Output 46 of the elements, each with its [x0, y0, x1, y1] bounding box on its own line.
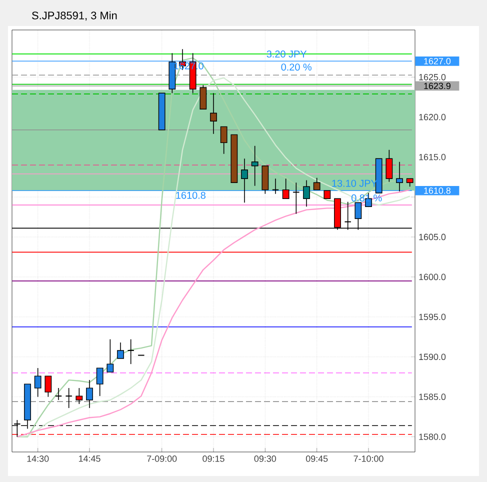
candlestick: [106, 338, 114, 372]
annotation: 1610.8: [176, 192, 206, 199]
y-tick-label: 1595.0: [419, 314, 446, 320]
candlestick: [44, 376, 52, 398]
candlestick: [272, 178, 280, 194]
y-tick-label: 1580.0: [419, 434, 446, 440]
candlestick: [210, 92, 217, 134]
candlestick: [396, 161, 403, 192]
candlestick: [127, 338, 134, 364]
candlestick: [313, 177, 320, 190]
candlestick: [96, 368, 104, 396]
y-tick-label: 1625.0: [419, 74, 446, 80]
x-tick-label: 09:15: [202, 456, 224, 462]
candlestick: [303, 180, 310, 208]
candlestick: [220, 126, 228, 154]
candlestick: [86, 380, 93, 408]
candlestick: [200, 84, 207, 110]
candlestick: [386, 149, 393, 182]
ref-line-label: 1610.8: [424, 187, 451, 194]
y-tick-label: 1615.0: [419, 154, 446, 160]
x-tick-label: 14:30: [27, 456, 49, 462]
ref-line-label: 1627.0: [424, 58, 451, 64]
candlestick: [292, 182, 300, 214]
ref-line-label: 1623.9: [424, 82, 450, 90]
candlestick: [76, 388, 83, 404]
candlestick: [241, 158, 248, 204]
line-series: [16, 189, 410, 438]
x-tick-label: 14:45: [78, 456, 100, 462]
candlestick: [117, 342, 124, 359]
y-tick-label: 1605.0: [419, 234, 446, 240]
annotation: 0.20 %: [281, 64, 312, 71]
x-tick-label: 7-10:00: [354, 456, 384, 462]
candlestick: [262, 165, 269, 194]
y-tick-label: 1585.0: [419, 394, 446, 400]
candlestick: [65, 388, 72, 408]
candlestick: [54, 388, 62, 400]
y-tick-label: 1600.0: [419, 274, 446, 280]
y-tick-label: 1590.0: [419, 354, 446, 360]
candlestick: [34, 368, 42, 398]
y-tick-label: 1620.0: [419, 114, 446, 120]
x-tick-label: 7-09:00: [147, 456, 177, 462]
candlestick: [251, 145, 258, 186]
chart-title: S.JPJ8591, 3 Min: [32, 11, 117, 21]
candlestick: [282, 178, 290, 200]
x-tick-label: 09:30: [254, 456, 276, 462]
x-tick-label: 09:45: [306, 456, 328, 462]
